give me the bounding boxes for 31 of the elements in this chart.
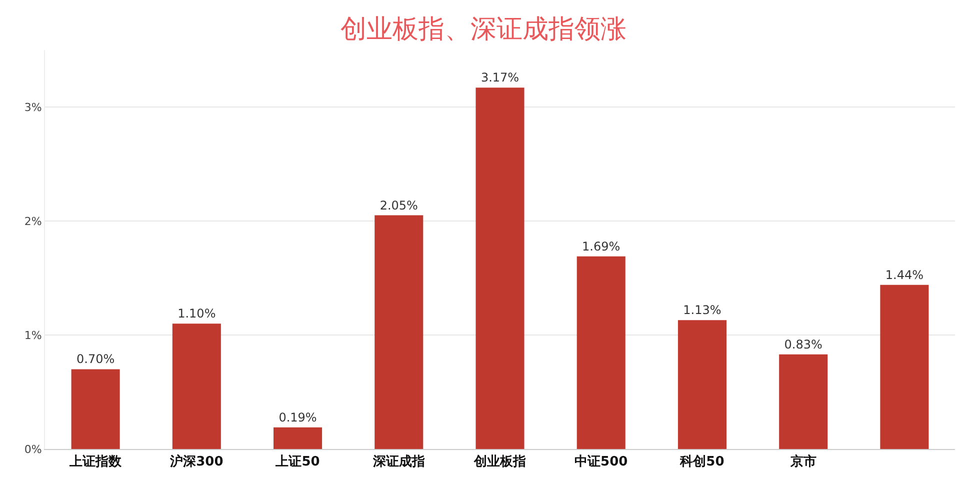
bar xyxy=(71,369,120,449)
data-label: 3.17% xyxy=(480,70,520,85)
x-tick-label: 上证50 xyxy=(274,454,320,470)
data-label: 0.70% xyxy=(76,352,115,366)
x-tick-label: 创业板指 xyxy=(473,454,526,470)
data-label: 0.19% xyxy=(278,410,317,424)
bar xyxy=(576,256,626,449)
data-label: 1.44% xyxy=(885,268,924,282)
x-tick-label: 深证成指 xyxy=(372,454,425,470)
x-tick-label: 中证500 xyxy=(574,454,628,470)
bar xyxy=(274,427,322,449)
bar xyxy=(172,324,221,449)
bar xyxy=(476,88,524,449)
x-tick-label: 上证指数 xyxy=(68,454,123,470)
data-label: 2.05% xyxy=(380,198,418,212)
bar xyxy=(880,284,929,449)
chart-title: 创业板指、深证成指领涨 xyxy=(340,14,626,45)
x-tick-label: 京市 xyxy=(789,454,816,470)
bar xyxy=(374,215,424,449)
data-label: 0.83% xyxy=(784,337,822,352)
bar xyxy=(678,320,726,449)
data-label: 1.69% xyxy=(582,239,620,254)
y-tick-label: 3% xyxy=(24,100,42,114)
data-label: 1.13% xyxy=(683,303,722,318)
data-label: 1.10% xyxy=(178,306,216,321)
y-tick-label: 1% xyxy=(24,328,42,342)
x-tick-label: 科创50 xyxy=(679,454,724,470)
y-tick-label: 0% xyxy=(24,442,42,456)
x-tick-label: 沪深300 xyxy=(169,454,224,470)
bar xyxy=(779,354,828,449)
y-tick-label: 2% xyxy=(24,214,42,228)
